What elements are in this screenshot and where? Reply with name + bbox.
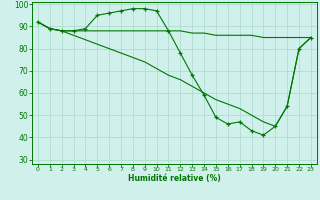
X-axis label: Humidité relative (%): Humidité relative (%) <box>128 174 221 183</box>
